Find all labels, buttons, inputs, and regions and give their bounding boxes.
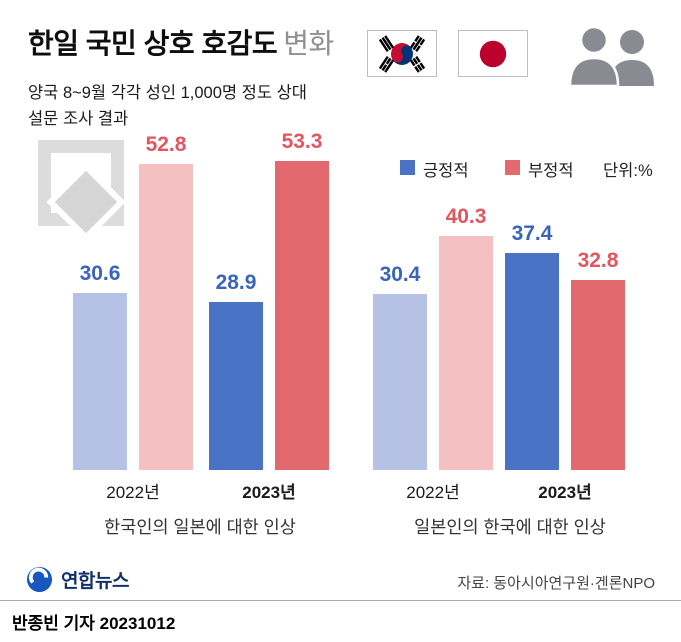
- chart-group-title-right: 일본인의 한국에 대한 인상: [414, 517, 606, 537]
- axis-label-right-2022: 2022년: [406, 483, 460, 502]
- japan-flag-icon: [458, 30, 528, 77]
- subtitle-line-1: 양국 8~9월 각각 성인 1,000명 정도 상대: [28, 84, 307, 102]
- axis-label-left-2023: 2023년: [242, 483, 296, 502]
- bar-value-label: 30.6: [79, 261, 121, 285]
- bar-right-positive-2022: [373, 293, 427, 470]
- bar-left-positive-2022: [73, 292, 127, 470]
- unit-label: 단위:%: [603, 162, 653, 180]
- bar-value-label: 30.4: [379, 262, 421, 286]
- byline-text: 반종빈 기자 20231012: [12, 614, 176, 633]
- axis-label-right-2023: 2023년: [538, 483, 592, 502]
- subtitle: 양국 8~9월 각각 성인 1,000명 정도 상대 설문 조사 결과: [28, 80, 307, 132]
- taegeukgi-graphic: [369, 31, 435, 76]
- bar-value-label: 32.8: [577, 248, 619, 272]
- yonhap-logo-icon: [26, 566, 53, 593]
- yonhap-logo-text: 연합뉴스: [61, 571, 129, 592]
- axis-label-left-2022: 2022년: [106, 483, 160, 502]
- legend-positive-swatch: [400, 160, 415, 175]
- people-icon: [568, 26, 654, 88]
- bar-left-negative-2022: [139, 163, 193, 470]
- hinomaru-graphic: [460, 31, 526, 76]
- page-title-suffix: 변화: [283, 28, 334, 59]
- bar-value-label: 37.4: [511, 222, 553, 246]
- bar-right-negative-2023: [571, 279, 625, 470]
- bar-right-positive-2023: [505, 253, 559, 470]
- bar-value-label: 40.3: [445, 205, 487, 229]
- south-korea-flag-icon: [367, 30, 437, 77]
- chart-group-title-left: 한국인의 일본에 대한 인상: [104, 517, 296, 537]
- bar-chart: 30.6 52.8 28.9 53.3 30.4 40.3 37.4 32.8: [0, 130, 681, 470]
- source-text: 자료: 동아시아연구원·겐론NPO: [457, 575, 655, 592]
- bar-left-negative-2023: [275, 160, 329, 470]
- page-title-main: 한일 국민 상호 호감도: [28, 28, 278, 59]
- bar-value-label: 28.9: [215, 271, 257, 295]
- bar-value-label: 53.3: [281, 129, 323, 153]
- bar-right-negative-2022: [439, 236, 493, 470]
- legend-negative-label: 부정적: [528, 162, 574, 180]
- page-title: 한일 국민 상호 호감도 변화: [28, 22, 334, 62]
- subtitle-line-2: 설문 조사 결과: [28, 110, 129, 128]
- yonhap-logo: 연합뉴스: [26, 566, 129, 593]
- legend-positive-label: 긍정적: [423, 162, 469, 180]
- legend-negative-swatch: [505, 160, 520, 175]
- bar-left-positive-2023: [209, 302, 263, 470]
- bar-value-label: 52.8: [145, 132, 187, 156]
- footer-divider: [0, 600, 681, 601]
